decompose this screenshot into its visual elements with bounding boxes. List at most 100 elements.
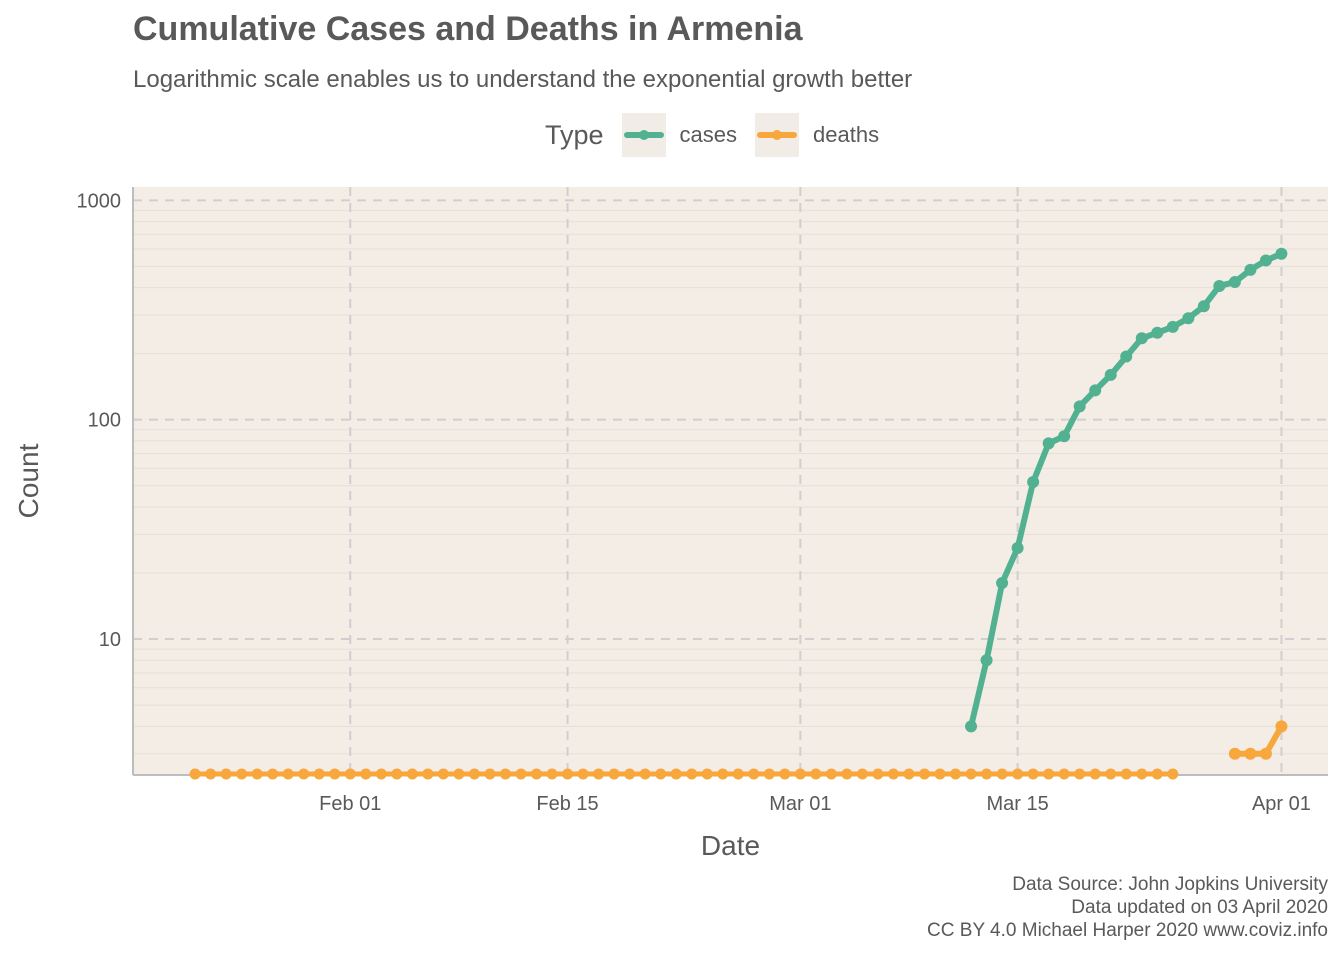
x-tick-label: Feb 01 xyxy=(319,793,381,815)
data-point-deaths xyxy=(437,768,449,780)
data-point-deaths xyxy=(841,768,853,780)
x-axis-title: Date xyxy=(701,830,760,861)
data-point-deaths xyxy=(499,768,511,780)
caption-license: CC BY 4.0 Michael Harper 2020 www.coviz.… xyxy=(927,920,1328,941)
data-point-deaths xyxy=(562,768,574,780)
plot-panel xyxy=(133,187,1328,775)
caption-updated: Data updated on 03 April 2020 xyxy=(1071,897,1328,918)
data-point-deaths xyxy=(639,768,651,780)
data-point-deaths xyxy=(903,768,915,780)
data-point-cases xyxy=(1166,320,1179,333)
data-point-deaths xyxy=(453,768,465,780)
data-point-cases xyxy=(1089,384,1102,397)
series-cases xyxy=(965,247,1288,733)
data-point-deaths xyxy=(763,768,775,780)
legend-label-cases: cases xyxy=(679,122,738,147)
y-tick-label: 1000 xyxy=(77,190,122,212)
data-point-cases xyxy=(965,720,978,733)
data-point-cases xyxy=(1259,254,1272,267)
caption-source: Data Source: John Jopkins University xyxy=(1012,874,1328,895)
data-point-cases xyxy=(1213,279,1226,292)
data-point-deaths xyxy=(406,768,418,780)
legend-key-cases xyxy=(621,113,666,157)
data-point-deaths xyxy=(344,768,356,780)
data-point-deaths xyxy=(1136,768,1148,780)
legend-key-deaths xyxy=(755,113,800,157)
data-point-deaths xyxy=(593,768,605,780)
data-point-deaths xyxy=(391,768,403,780)
data-point-deaths xyxy=(313,768,325,780)
data-point-cases xyxy=(1073,400,1086,413)
data-point-deaths xyxy=(1043,768,1055,780)
data-point-cases xyxy=(1228,276,1241,289)
data-point-deaths xyxy=(220,768,232,780)
chart-title: Cumulative Cases and Deaths in Armenia xyxy=(133,10,803,48)
x-tick-label: Mar 15 xyxy=(986,793,1048,815)
data-point-deaths xyxy=(236,768,248,780)
x-tick-label: Feb 15 xyxy=(536,793,598,815)
data-point-deaths xyxy=(1120,768,1132,780)
data-point-cases xyxy=(1244,263,1257,276)
data-point-deaths xyxy=(701,768,713,780)
data-point-deaths xyxy=(1058,768,1070,780)
y-axis-title: Count xyxy=(13,443,44,518)
data-point-deaths xyxy=(825,768,837,780)
chart-subtitle: Logarithmic scale enables us to understa… xyxy=(133,66,913,93)
data-point-cases xyxy=(1275,247,1288,260)
data-point-deaths xyxy=(1105,768,1117,780)
data-point-cases xyxy=(1197,300,1210,313)
data-point-deaths xyxy=(1275,720,1288,733)
data-point-deaths xyxy=(887,768,899,780)
x-tick-label: Mar 01 xyxy=(769,793,831,815)
legend-point-cases xyxy=(638,130,649,140)
data-point-cases xyxy=(1182,312,1195,325)
data-point-cases xyxy=(1135,332,1148,345)
data-point-cases xyxy=(1042,437,1055,450)
data-point-deaths xyxy=(1151,768,1163,780)
data-point-deaths xyxy=(965,768,977,780)
series-line-deaths xyxy=(1231,723,1285,757)
data-point-deaths xyxy=(267,768,279,780)
data-point-deaths xyxy=(189,768,201,780)
series-deaths xyxy=(189,720,1288,780)
data-point-deaths xyxy=(1074,768,1086,780)
data-point-cases xyxy=(1104,368,1117,381)
data-point-deaths xyxy=(996,768,1008,780)
data-point-deaths xyxy=(981,768,993,780)
data-point-deaths xyxy=(1228,747,1241,760)
legend-point-deaths xyxy=(772,130,783,140)
data-point-deaths xyxy=(856,768,868,780)
data-point-deaths xyxy=(686,768,698,780)
data-point-deaths xyxy=(531,768,543,780)
data-point-cases xyxy=(1058,430,1071,443)
data-point-deaths xyxy=(282,768,294,780)
data-point-deaths xyxy=(468,768,480,780)
data-point-cases xyxy=(1120,350,1133,363)
data-point-deaths xyxy=(794,768,806,780)
data-point-deaths xyxy=(298,768,310,780)
data-point-deaths xyxy=(779,768,791,780)
data-point-deaths xyxy=(748,768,760,780)
data-point-deaths xyxy=(422,768,434,780)
legend-title: Type xyxy=(545,119,604,150)
data-point-cases xyxy=(1027,475,1040,488)
legend: Type cases deaths xyxy=(545,112,897,158)
y-tick-label: 100 xyxy=(88,410,121,432)
data-point-deaths xyxy=(1244,747,1257,760)
data-point-deaths xyxy=(375,768,387,780)
data-point-deaths xyxy=(608,768,620,780)
data-point-deaths xyxy=(1027,768,1039,780)
data-point-deaths xyxy=(624,768,636,780)
data-point-cases xyxy=(980,654,993,667)
data-point-deaths xyxy=(810,768,822,780)
data-point-cases xyxy=(1151,326,1164,339)
data-point-deaths xyxy=(577,768,589,780)
data-point-deaths xyxy=(205,768,217,780)
data-point-cases xyxy=(996,577,1009,590)
data-point-deaths xyxy=(717,768,729,780)
data-point-deaths xyxy=(360,768,372,780)
data-point-deaths xyxy=(1167,768,1179,780)
data-point-deaths xyxy=(950,768,962,780)
data-point-deaths xyxy=(1259,747,1272,760)
